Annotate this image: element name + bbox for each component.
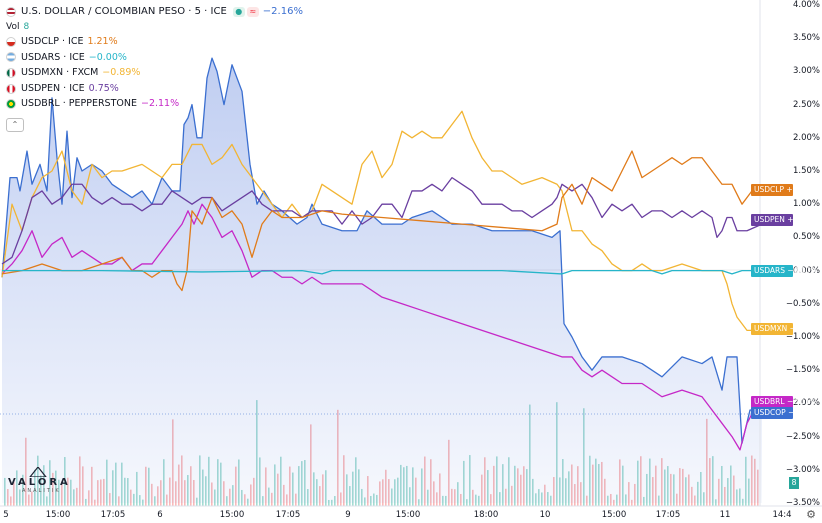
price-tag-value: +1.21%: [786, 185, 817, 194]
time-axis-label: 15:00: [45, 510, 71, 520]
pe-flag-icon: [6, 83, 16, 94]
comparison-label: USDMXN · FXCM: [21, 67, 99, 79]
chevron-up-icon: ⌃: [11, 119, 19, 129]
comparison-label: USDCLP · ICE: [21, 36, 84, 48]
comparison-label: USDARS · ICE: [21, 51, 85, 63]
price-axis-label: 1.00%: [792, 199, 820, 210]
price-tag-usdcop: USDCOP −2.16%: [751, 407, 818, 419]
time-axis-label: 15:00: [219, 510, 245, 520]
price-tag-usdpen: USDPEN +0.75%: [751, 214, 817, 226]
price-tag-usdbrl: USDBRL −2.11%: [751, 396, 817, 408]
cl-flag-icon: [6, 36, 16, 47]
br-flag-icon: [6, 99, 16, 110]
series-line-usdpen: [1, 176, 763, 265]
time-axis-label: 9: [345, 510, 351, 520]
volume-row[interactable]: Vol 8: [6, 20, 303, 34]
comparison-row[interactable]: USDPEN · ICE 0.75%: [6, 81, 303, 97]
time-axis-label: 15:00: [395, 510, 421, 520]
time-axis-label: 14:4: [772, 510, 792, 520]
price-tag-value: −2.11%: [786, 397, 818, 406]
price-axis-label: 3.50%: [792, 33, 820, 44]
logo-sub: ANALITIK: [22, 488, 61, 494]
ar-flag-icon: [6, 52, 16, 63]
main-symbol-row[interactable]: U.S. DOLLAR / COLOMBIAN PESO · 5 · ICE ●…: [6, 4, 303, 20]
price-axis-label: −1.00%: [785, 332, 820, 342]
main-symbol-change: −2.16%: [262, 6, 303, 17]
price-tag-symbol: USDARS: [754, 266, 785, 275]
price-tag-symbol: USDCOP: [754, 408, 786, 417]
volume-value: 8: [23, 21, 30, 32]
time-axis-label: 18:00: [473, 510, 499, 520]
comparison-change: 1.21%: [87, 36, 118, 48]
comparison-row[interactable]: USDBRL · PEPPERSTONE −2.11%: [6, 96, 303, 112]
comparison-change: 0.75%: [88, 82, 119, 94]
price-axis-label: −3.50%: [785, 498, 820, 508]
comparison-change: −0.89%: [102, 67, 141, 79]
price-tag-symbol: USDBRL: [754, 397, 785, 406]
collapse-legend-button[interactable]: ⌃: [6, 117, 24, 132]
volume-label: Vol: [6, 21, 20, 32]
usdcop-area: [2, 58, 762, 504]
price-axis-label: 4.00%: [792, 0, 820, 10]
price-tag-value: −2.16%: [788, 408, 819, 417]
time-axis-label: 10: [539, 510, 551, 520]
series-line-usdclp: [1, 150, 762, 292]
price-axis-label: 2.00%: [792, 132, 820, 143]
price-tag-usdars: USDARS −0.00%: [751, 265, 818, 277]
comparison-label: USDPEN · ICE: [21, 82, 85, 94]
price-axis-label: 2.50%: [792, 99, 820, 110]
comparison-row[interactable]: USDMXN · FXCM −0.89%: [6, 65, 303, 81]
price-tag-value: +0.75%: [787, 215, 818, 224]
comparison-row[interactable]: USDCLP · ICE 1.21%: [6, 34, 303, 50]
price-axis-label: −3.00%: [785, 464, 820, 475]
time-axis-label: 15:00: [601, 510, 627, 520]
volume-badge: 8: [789, 477, 799, 489]
gear-icon[interactable]: ⚙: [806, 508, 816, 521]
price-axis-label: −1.50%: [785, 365, 820, 376]
comparison-row[interactable]: USDARS · ICE −0.00%: [6, 50, 303, 66]
series-lines: [1, 57, 763, 504]
time-axis-label: 6: [157, 510, 163, 520]
comparison-label: USDBRL · PEPPERSTONE: [21, 98, 137, 110]
series-line-usdars: [2, 269, 762, 275]
price-tag-symbol: USDPEN: [754, 215, 785, 224]
legend: U.S. DOLLAR / COLOMBIAN PESO · 5 · ICE ●…: [6, 4, 303, 132]
price-axis-label: −0.50%: [785, 298, 820, 309]
time-axis-label: 17:05: [275, 510, 301, 520]
valora-logo: VALORA ANALITIK: [8, 467, 86, 494]
comparison-change: −2.11%: [140, 98, 180, 110]
time-axis-label: 5: [3, 510, 9, 520]
us-flag-icon: [6, 7, 16, 17]
mx-flag-icon: [6, 67, 16, 78]
price-axis-label: 1.50%: [792, 166, 820, 176]
data-delay-icon: ≈: [246, 7, 259, 17]
price-axis-label: −2.50%: [785, 431, 820, 442]
price-axis-label: 0.50%: [792, 232, 820, 243]
time-axis-label: 17:05: [655, 510, 681, 520]
time-axis-label: 11: [719, 510, 731, 520]
comparison-change: −0.00%: [88, 51, 127, 63]
price-tag-usdmxn: USDMXN −0.89%: [751, 323, 820, 335]
time-axis-label: 17:05: [100, 510, 126, 520]
price-tag-value: −0.89%: [789, 324, 820, 333]
price-tag-usdclp: USDCLP +1.21%: [751, 184, 816, 196]
market-open-icon: ●: [232, 7, 245, 17]
price-axis-label: −2.00%: [785, 398, 820, 409]
price-axis-label: 0.00%: [792, 265, 820, 276]
main-symbol-title: U.S. DOLLAR / COLOMBIAN PESO · 5 · ICE: [21, 6, 227, 17]
series-line-usdcop: [1, 57, 762, 444]
price-axis-label: 3.00%: [792, 66, 820, 77]
price-tag-value: −0.00%: [787, 266, 818, 275]
logo-mark-icon: [29, 467, 47, 477]
price-tag-symbol: USDCLP: [754, 185, 784, 194]
logo-name: VALORA: [8, 477, 71, 488]
price-tag-symbol: USDMXN: [754, 324, 788, 333]
